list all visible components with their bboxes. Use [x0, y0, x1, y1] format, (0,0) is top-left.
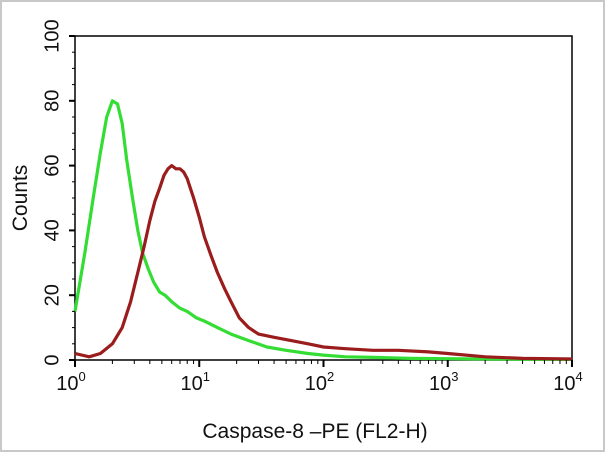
x-tick-label: 103: [429, 369, 458, 395]
y-tick-label: 80: [41, 90, 63, 112]
y-axis-title: Counts: [9, 165, 32, 232]
x-tick-label: 104: [553, 369, 582, 395]
series-layer: [73, 99, 573, 361]
y-tick-label: 20: [41, 284, 63, 306]
plot-area: [74, 35, 573, 361]
series-line-1: [73, 99, 572, 361]
x-tick-label: 100: [56, 369, 85, 395]
axes-layer: 0 20 40 60 80 100 100 101 102 103 104: [41, 19, 582, 395]
x-axis-title: Caspase-8 –PE (FL2-H): [202, 420, 427, 443]
series-line-2: [74, 164, 573, 361]
y-tick-label: 100: [41, 19, 63, 52]
y-tick-label: 40: [41, 219, 63, 241]
plot-frame: [74, 35, 573, 361]
y-tick-label: 60: [41, 154, 63, 176]
y-tick-label: 0: [41, 354, 63, 365]
x-tick-label: 101: [181, 369, 210, 395]
x-tick-label: 102: [305, 369, 334, 395]
